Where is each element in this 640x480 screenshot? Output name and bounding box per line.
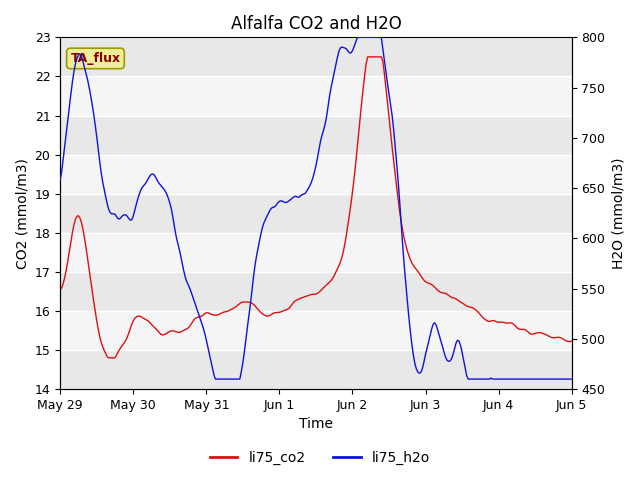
- Bar: [60, 233, 572, 272]
- Bar: [60, 350, 572, 389]
- Bar: [60, 194, 572, 233]
- Bar: [60, 37, 572, 76]
- Bar: [60, 76, 572, 116]
- Text: TA_flux: TA_flux: [70, 52, 120, 65]
- Title: Alfalfa CO2 and H2O: Alfalfa CO2 and H2O: [230, 15, 401, 33]
- X-axis label: Time: Time: [299, 418, 333, 432]
- Bar: [60, 311, 572, 350]
- Y-axis label: H2O (mmol/m3): H2O (mmol/m3): [611, 157, 625, 269]
- Legend: li75_co2, li75_h2o: li75_co2, li75_h2o: [204, 445, 436, 471]
- Bar: [60, 155, 572, 194]
- Bar: [60, 272, 572, 311]
- Y-axis label: CO2 (mmol/m3): CO2 (mmol/m3): [15, 158, 29, 269]
- Bar: [60, 116, 572, 155]
